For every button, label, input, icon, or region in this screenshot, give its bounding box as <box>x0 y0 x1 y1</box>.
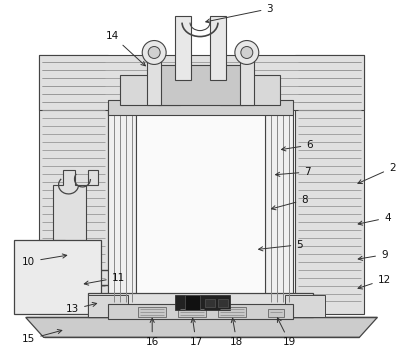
Bar <box>88 294 128 317</box>
Text: 11: 11 <box>84 273 125 285</box>
Bar <box>295 55 364 314</box>
Text: 18: 18 <box>230 318 243 347</box>
Circle shape <box>241 47 253 59</box>
Bar <box>147 60 161 105</box>
Text: 2: 2 <box>358 163 396 184</box>
Circle shape <box>142 40 166 65</box>
Bar <box>138 307 166 317</box>
Text: 9: 9 <box>358 250 388 260</box>
Bar <box>240 60 254 105</box>
Bar <box>175 294 230 311</box>
Bar <box>108 110 136 304</box>
Bar <box>39 55 364 110</box>
Text: 6: 6 <box>282 140 313 151</box>
Bar <box>14 240 102 314</box>
Polygon shape <box>26 317 377 337</box>
Polygon shape <box>53 170 98 248</box>
Text: 19: 19 <box>277 318 296 347</box>
Bar <box>39 55 108 314</box>
Text: 10: 10 <box>22 254 67 267</box>
Text: 4: 4 <box>358 213 391 225</box>
Text: 5: 5 <box>259 240 303 251</box>
Text: 13: 13 <box>66 303 97 314</box>
Bar <box>120 75 180 105</box>
Bar <box>210 16 226 80</box>
Bar <box>218 307 246 317</box>
Circle shape <box>235 40 259 65</box>
Bar <box>175 16 191 80</box>
Bar <box>108 304 293 319</box>
Bar <box>205 298 215 307</box>
Bar <box>218 298 228 307</box>
Bar <box>268 310 284 317</box>
Bar <box>178 307 206 317</box>
Text: 12: 12 <box>358 274 391 289</box>
Circle shape <box>148 47 160 59</box>
Text: 3: 3 <box>206 4 273 23</box>
Bar <box>158 65 243 105</box>
Text: 17: 17 <box>189 318 203 347</box>
Bar <box>185 294 200 311</box>
Text: 14: 14 <box>106 31 145 66</box>
Bar <box>136 110 265 304</box>
Bar <box>265 110 293 304</box>
Text: 16: 16 <box>145 318 159 347</box>
Text: 7: 7 <box>276 167 311 177</box>
Text: 15: 15 <box>22 330 62 344</box>
Bar <box>88 292 313 317</box>
Bar <box>108 100 293 115</box>
Bar <box>220 75 280 105</box>
Text: 8: 8 <box>272 195 308 210</box>
Bar <box>285 294 324 317</box>
